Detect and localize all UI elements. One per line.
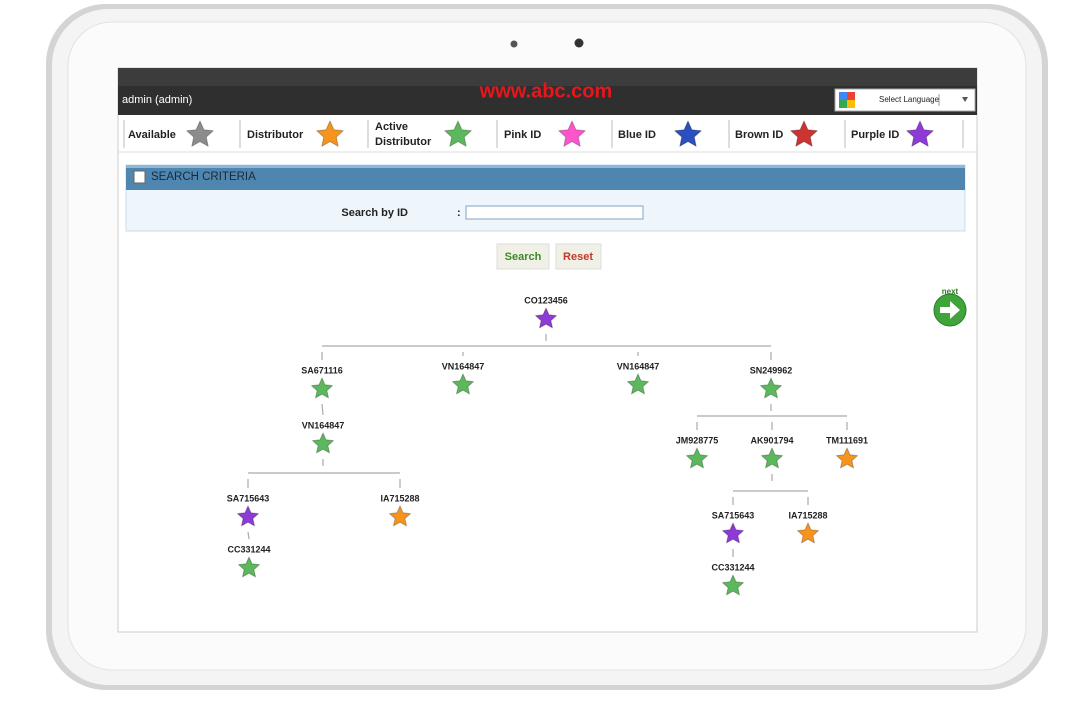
star xyxy=(797,522,819,544)
language-label: Select Language xyxy=(879,95,940,104)
star xyxy=(558,120,586,147)
node-id[interactable]: SA671116 xyxy=(301,365,343,375)
user-name: admin (admin) xyxy=(122,94,192,106)
search-header-shine xyxy=(126,165,965,168)
node-id[interactable]: JM928775 xyxy=(676,435,719,445)
legend-label: Purple ID xyxy=(851,128,900,141)
search-header xyxy=(126,165,965,190)
search-title: SEARCH CRITERIA xyxy=(151,171,256,183)
header-bar xyxy=(118,86,977,115)
reset-button[interactable] xyxy=(555,243,602,270)
google-icon xyxy=(847,92,855,100)
node-id[interactable]: SA715643 xyxy=(712,510,755,520)
star xyxy=(312,432,334,454)
next-arrow xyxy=(940,301,960,319)
tree-connector xyxy=(321,403,324,416)
star xyxy=(238,556,260,578)
search-input[interactable] xyxy=(465,205,644,220)
search-label: Search by ID xyxy=(341,207,408,219)
star xyxy=(836,447,858,469)
tree-connector xyxy=(247,531,250,540)
star xyxy=(760,377,782,399)
dropdown-arrow xyxy=(962,97,968,102)
next-label[interactable]: next xyxy=(942,287,959,296)
legend-label: Active Distributor xyxy=(375,121,432,148)
star xyxy=(906,120,934,147)
node-id[interactable]: VN164847 xyxy=(442,361,485,371)
legend-label: Pink ID xyxy=(504,128,542,141)
star xyxy=(722,574,744,596)
star xyxy=(186,120,214,147)
reset-button-label[interactable]: Reset xyxy=(563,251,593,263)
star xyxy=(316,120,344,147)
top-bar xyxy=(118,68,977,86)
star xyxy=(722,522,744,544)
camera xyxy=(574,38,584,48)
site-name: www.abc.com xyxy=(479,80,613,102)
node-id[interactable]: IA715288 xyxy=(380,493,419,503)
star xyxy=(627,373,649,395)
node-id[interactable]: TM111691 xyxy=(826,435,868,445)
star xyxy=(444,120,472,147)
edit-icon xyxy=(133,170,146,184)
legend-label: Blue ID xyxy=(618,128,656,141)
node-id[interactable]: VN164847 xyxy=(302,420,345,430)
star xyxy=(535,307,557,329)
star xyxy=(686,447,708,469)
legend-label: Brown ID xyxy=(735,128,784,141)
legend-label: Distributor xyxy=(247,128,304,141)
node-id[interactable]: AK901794 xyxy=(750,435,793,445)
google-icon xyxy=(839,92,847,100)
legend-label: Available xyxy=(128,128,176,141)
search-separator: : xyxy=(457,207,461,219)
star xyxy=(311,377,333,399)
star xyxy=(790,120,818,147)
node-id[interactable]: CC331244 xyxy=(227,544,270,554)
screen xyxy=(117,67,978,633)
node-id[interactable]: CO123456 xyxy=(524,295,568,305)
google-icon xyxy=(839,100,847,108)
node-id[interactable]: SN249962 xyxy=(750,365,793,375)
star xyxy=(674,120,702,147)
sensor xyxy=(510,40,518,48)
star xyxy=(761,447,783,469)
search-button-label[interactable]: Search xyxy=(505,251,542,263)
node-id[interactable]: IA715288 xyxy=(788,510,827,520)
search-button[interactable] xyxy=(496,243,550,270)
node-id[interactable]: VN164847 xyxy=(617,361,660,371)
star xyxy=(389,505,411,527)
node-id[interactable]: SA715643 xyxy=(227,493,270,503)
google-icon xyxy=(847,100,855,108)
star xyxy=(237,505,259,527)
node-id[interactable]: CC331244 xyxy=(711,562,754,572)
language-select[interactable] xyxy=(834,88,976,112)
star xyxy=(452,373,474,395)
